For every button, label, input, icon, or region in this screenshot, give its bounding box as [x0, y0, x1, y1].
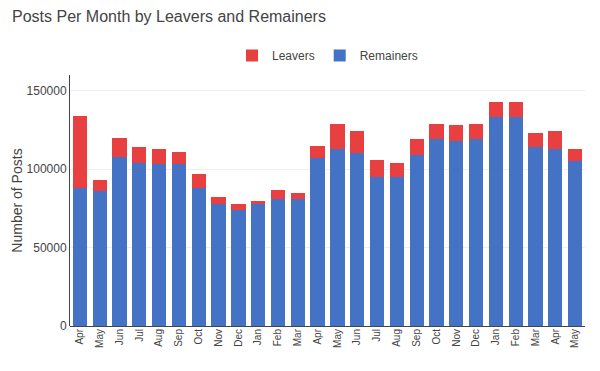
svg-text:May: May [94, 329, 105, 348]
svg-text:Jun: Jun [351, 329, 362, 345]
svg-text:Nov: Nov [451, 329, 462, 347]
svg-text:Oct: Oct [431, 329, 442, 345]
svg-text:Jul: Jul [134, 329, 145, 342]
svg-text:Apr: Apr [312, 328, 323, 344]
svg-text:Remainers: Remainers [360, 49, 418, 63]
svg-text:Posts Per Month by Leavers and: Posts Per Month by Leavers and Remainers [12, 8, 326, 25]
svg-text:Jan: Jan [252, 329, 263, 345]
svg-text:Mar: Mar [530, 328, 541, 346]
svg-text:Leavers: Leavers [272, 49, 315, 63]
svg-text:0: 0 [60, 319, 67, 333]
svg-text:Apr: Apr [74, 328, 85, 344]
svg-text:Number of Posts: Number of Posts [9, 148, 25, 252]
svg-text:Mar: Mar [292, 328, 303, 346]
svg-text:Jul: Jul [371, 329, 382, 342]
svg-text:Dec: Dec [470, 329, 481, 347]
svg-text:Nov: Nov [213, 329, 224, 347]
svg-text:Sep: Sep [173, 329, 184, 347]
svg-text:May: May [332, 329, 343, 348]
svg-text:Feb: Feb [510, 329, 521, 347]
svg-text:50000: 50000 [33, 241, 67, 255]
svg-text:Aug: Aug [391, 329, 402, 347]
svg-text:Oct: Oct [193, 329, 204, 345]
svg-text:Sep: Sep [411, 329, 422, 347]
svg-text:Apr: Apr [550, 328, 561, 344]
svg-text:Jun: Jun [114, 329, 125, 345]
svg-text:Dec: Dec [233, 329, 244, 347]
svg-text:Aug: Aug [153, 329, 164, 347]
svg-text:Jan: Jan [490, 329, 501, 345]
svg-text:Feb: Feb [272, 329, 283, 347]
svg-text:May: May [569, 329, 580, 348]
svg-text:150000: 150000 [27, 84, 67, 98]
svg-text:100000: 100000 [27, 162, 67, 176]
